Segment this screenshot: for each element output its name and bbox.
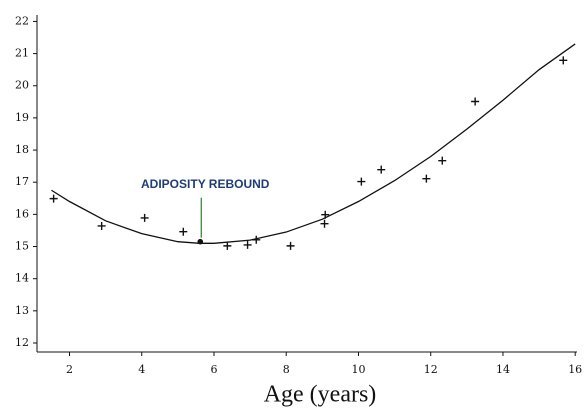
x-tick-label: 14 — [496, 363, 510, 376]
point — [559, 56, 568, 65]
point — [179, 227, 188, 236]
y-tick-label: 19 — [15, 111, 29, 124]
fit-curve — [51, 43, 576, 244]
x-tick-label: 8 — [283, 363, 290, 376]
x-tick-label: 10 — [351, 363, 365, 376]
point — [286, 241, 295, 250]
point — [377, 165, 386, 174]
y-tick-label: 15 — [15, 240, 29, 253]
y-tick-label: 13 — [15, 304, 29, 317]
point — [471, 97, 480, 106]
y-tick-label: 14 — [15, 272, 29, 285]
x-tick-label: 2 — [66, 363, 73, 376]
y-tick-label: 22 — [15, 14, 29, 27]
point — [243, 240, 252, 249]
x-tick-label: 12 — [424, 363, 438, 376]
point — [223, 241, 232, 250]
annotation-text: ADIPOSITY REBOUND — [141, 177, 270, 191]
y-tick-label: 12 — [15, 336, 29, 349]
point — [422, 174, 431, 183]
x-tick-label: 4 — [138, 363, 145, 376]
y-tick-label: 17 — [15, 175, 29, 188]
point — [320, 219, 329, 228]
point — [49, 194, 58, 203]
x-axis-label: Age (years) — [264, 382, 377, 408]
point — [97, 221, 106, 230]
x-tick-label: 16 — [568, 363, 582, 376]
point — [357, 177, 366, 186]
y-tick-label: 16 — [15, 207, 29, 220]
y-tick-label: 20 — [15, 79, 29, 92]
rebound-point — [197, 238, 204, 245]
x-tick-label: 6 — [210, 363, 217, 376]
point — [438, 156, 447, 165]
y-tick-label: 18 — [15, 143, 29, 156]
point — [140, 213, 149, 222]
y-tick-label: 21 — [15, 47, 29, 60]
